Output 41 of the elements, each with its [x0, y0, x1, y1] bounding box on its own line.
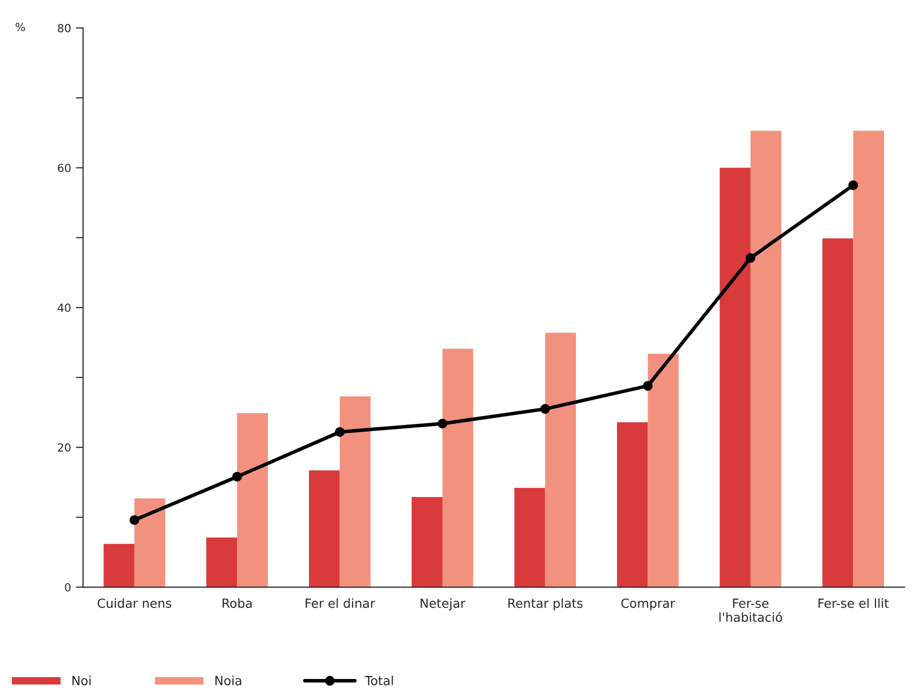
- bar: [308, 470, 340, 588]
- bar: [853, 130, 884, 588]
- point: [334, 427, 345, 437]
- x-tick-label: Fer el dinar: [306, 598, 376, 608]
- bar: [720, 168, 751, 588]
- bar: [206, 538, 238, 588]
- y-tick-label: 60: [58, 164, 71, 172]
- point: [746, 253, 756, 263]
- bar: [442, 348, 474, 588]
- y-tick-label: 0: [64, 583, 71, 592]
- bar: [514, 488, 546, 588]
- bar: [237, 413, 268, 588]
- point: [848, 180, 858, 190]
- bar: [822, 238, 854, 588]
- y-tick-label: 20: [58, 443, 71, 452]
- x-tick-label: Netejar: [420, 598, 466, 610]
- bar: [648, 354, 679, 588]
- bar: [134, 498, 166, 588]
- x-tick-label: Roba: [222, 598, 252, 608]
- x-tick-label: Fer-se l'habitació: [719, 598, 782, 622]
- x-tick-label: Cuidar nens: [98, 598, 172, 608]
- bar: [545, 332, 576, 588]
- x-tick-label: Rentar plats: [508, 598, 582, 610]
- point: [438, 418, 448, 428]
- x-tick-label: Fer-se el llit: [818, 598, 889, 608]
- y-axis-title: %: [16, 22, 25, 32]
- bar: [104, 544, 134, 588]
- y-tick-label: 40: [58, 304, 71, 312]
- point: [130, 515, 140, 525]
- legend-label: Noi: [72, 676, 91, 686]
- bar: [340, 396, 371, 588]
- y-tick-label: 80: [58, 24, 71, 32]
- legend-label: Noia: [215, 676, 242, 686]
- legend-label: Total: [364, 676, 393, 686]
- bar: [617, 422, 648, 588]
- bar: [412, 496, 442, 588]
- point: [642, 380, 653, 391]
- point: [232, 472, 242, 482]
- bar: [750, 130, 782, 588]
- point: [540, 404, 550, 414]
- x-tick-label: Comprar: [621, 598, 676, 610]
